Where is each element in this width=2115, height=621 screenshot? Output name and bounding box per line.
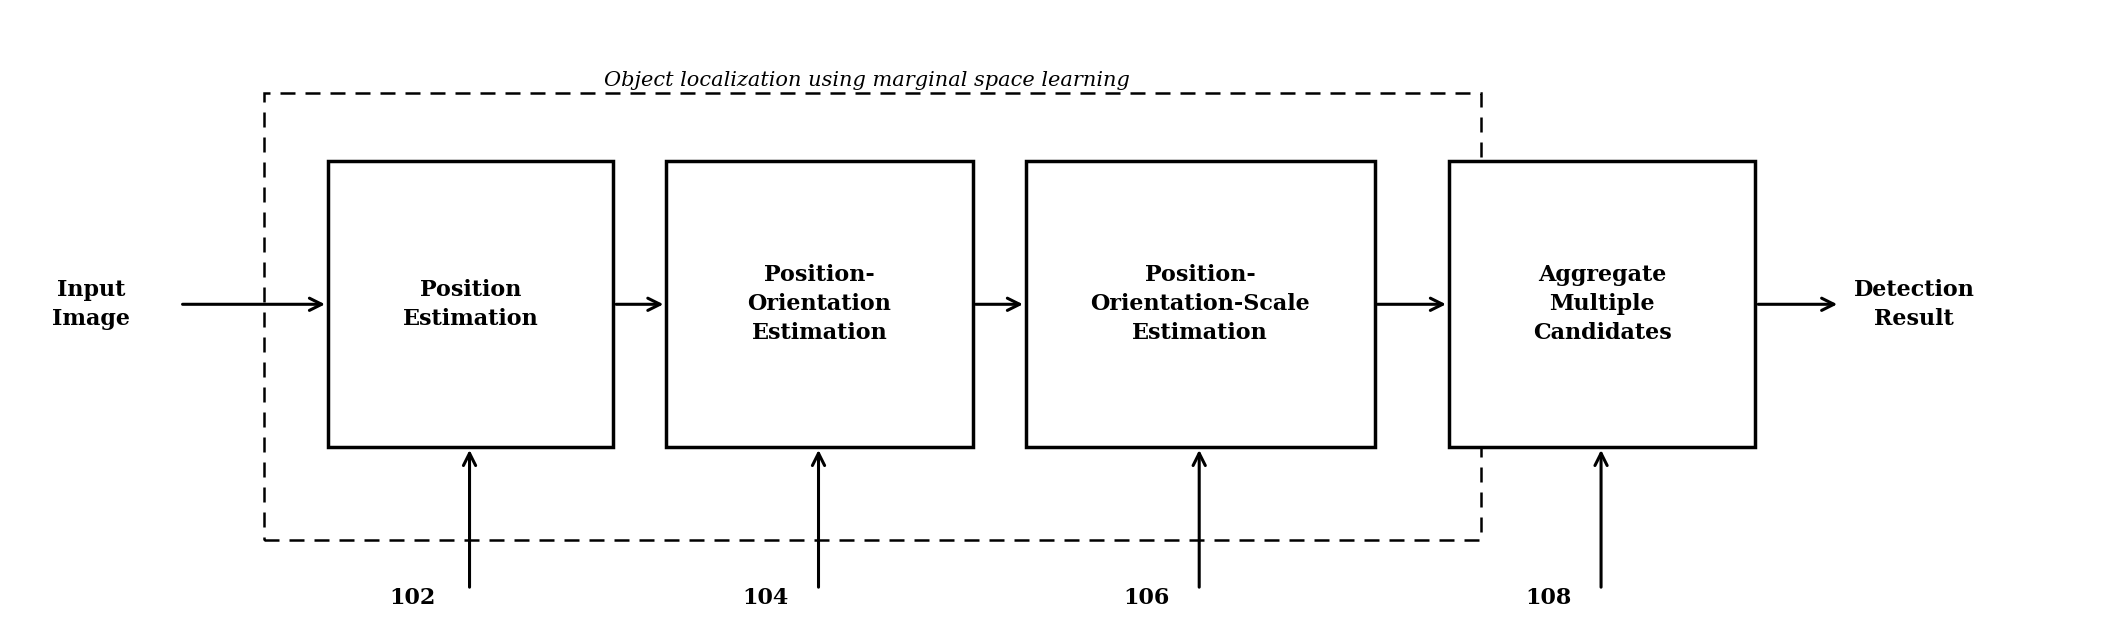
Text: 104: 104: [742, 587, 789, 609]
Text: Object localization using marginal space learning: Object localization using marginal space…: [605, 71, 1129, 90]
Text: 106: 106: [1123, 587, 1170, 609]
Bar: [666, 161, 973, 447]
Text: Input
Image: Input Image: [53, 279, 129, 330]
Bar: [328, 161, 613, 447]
Bar: [264, 93, 1480, 540]
Text: Detection
Result: Detection Result: [1853, 279, 1975, 330]
Text: Position-
Orientation-Scale
Estimation: Position- Orientation-Scale Estimation: [1091, 265, 1309, 344]
Text: 108: 108: [1525, 587, 1571, 609]
Text: 102: 102: [389, 587, 436, 609]
Text: Aggregate
Multiple
Candidates: Aggregate Multiple Candidates: [1533, 265, 1671, 344]
Text: Position
Estimation: Position Estimation: [402, 279, 539, 330]
Bar: [1449, 161, 1755, 447]
Bar: [1026, 161, 1375, 447]
Text: Position-
Orientation
Estimation: Position- Orientation Estimation: [747, 265, 893, 344]
